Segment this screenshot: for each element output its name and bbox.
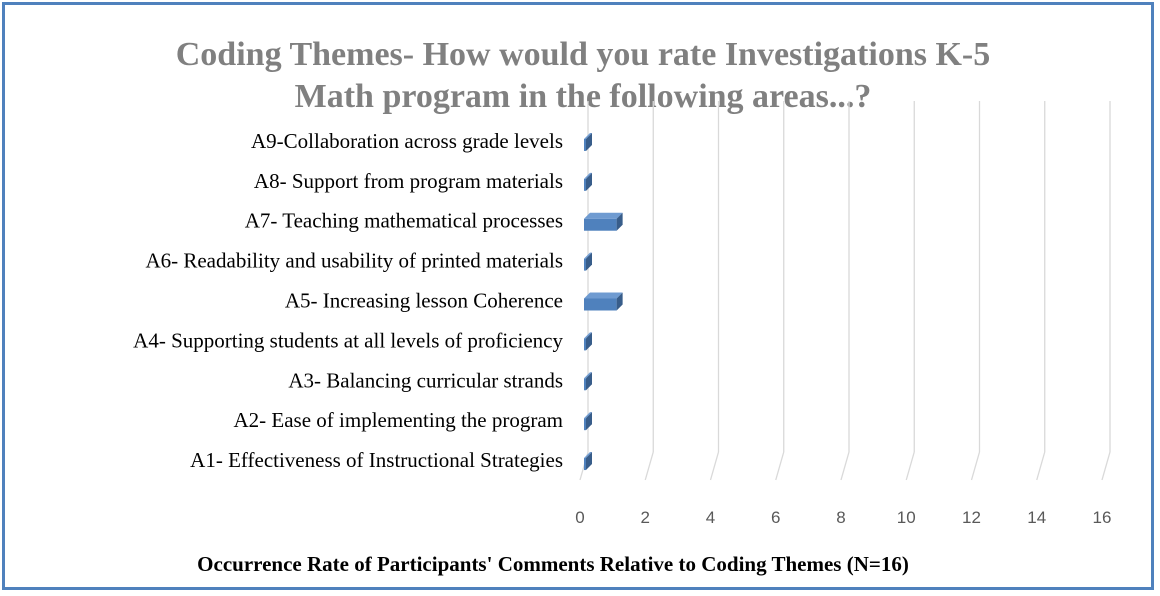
gridline	[775, 101, 785, 481]
category-label: A3- Balancing curricular strands	[288, 368, 563, 392]
category-label: A4- Supporting students at all levels of…	[133, 328, 563, 352]
gridline	[1036, 101, 1046, 481]
x-tick-label: 12	[962, 508, 981, 527]
gridline	[840, 101, 850, 481]
gridline	[905, 101, 915, 481]
bars	[584, 132, 623, 471]
x-axis-title: Occurrence Rate of Participants' Comment…	[197, 552, 909, 576]
gridlines	[579, 101, 1111, 481]
bar	[584, 252, 592, 271]
gridline	[709, 101, 720, 481]
bar	[584, 332, 592, 351]
category-label: A2- Ease of implementing the program	[234, 408, 564, 432]
bar	[584, 212, 623, 231]
x-tick-label: 8	[836, 508, 845, 527]
chart-title-line-2: Math program in the following areas...?	[295, 78, 872, 115]
x-tick-label: 0	[575, 508, 584, 527]
chart-frame	[2, 2, 1154, 590]
gridline	[970, 101, 981, 481]
bar	[584, 412, 592, 431]
bar	[584, 372, 592, 391]
bar	[584, 172, 592, 191]
category-label: A9-Collaboration across grade levels	[251, 129, 563, 153]
category-label: A1- Effectiveness of Instructional Strat…	[190, 448, 563, 472]
bar	[584, 132, 592, 151]
gridline	[1101, 101, 1111, 481]
gridline	[644, 101, 654, 481]
x-tick-labels: 0 2 4 6 8 10 12 14 16	[575, 508, 1111, 527]
x-tick-label: 4	[706, 508, 715, 527]
x-tick-label: 6	[771, 508, 780, 527]
category-label: A6- Readability and usability of printed…	[145, 249, 563, 273]
bar	[584, 452, 592, 471]
chart-title-line-1: Coding Themes- How would you rate Invest…	[176, 36, 991, 73]
category-label: A8- Support from program materials	[254, 169, 563, 193]
x-tick-label: 2	[641, 508, 650, 527]
bar	[584, 292, 623, 311]
category-label: A7- Teaching mathematical processes	[245, 209, 563, 233]
x-tick-label: 14	[1027, 508, 1046, 527]
x-tick-label: 16	[1093, 508, 1112, 527]
category-labels: A1- Effectiveness of Instructional Strat…	[133, 129, 563, 472]
category-label: A5- Increasing lesson Coherence	[285, 289, 563, 313]
x-tick-label: 10	[897, 508, 916, 527]
